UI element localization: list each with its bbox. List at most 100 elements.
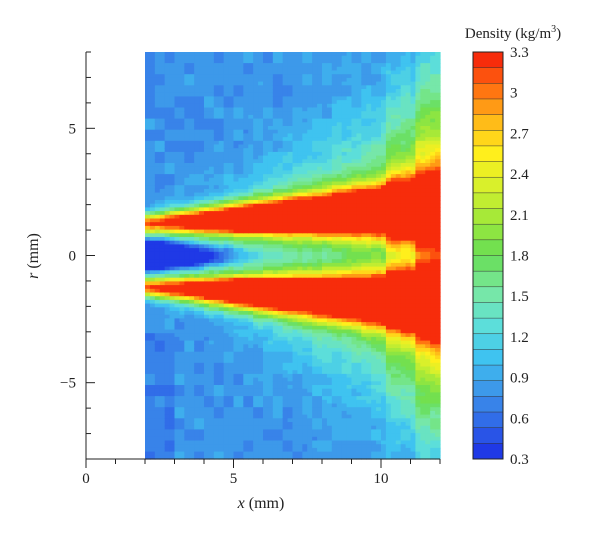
contour-cell bbox=[272, 455, 279, 460]
contour-cell bbox=[297, 92, 303, 97]
contour-cell bbox=[287, 422, 294, 427]
contour-cell bbox=[307, 292, 313, 297]
contour-cell bbox=[248, 251, 254, 257]
contour-cell bbox=[213, 340, 220, 345]
contour-cell bbox=[346, 107, 353, 112]
contour-cell bbox=[258, 433, 264, 438]
contour-cell bbox=[208, 410, 215, 416]
contour-cell bbox=[346, 259, 353, 264]
contour-cell bbox=[213, 277, 220, 282]
contour-cell bbox=[228, 133, 235, 138]
contour-cell bbox=[248, 237, 254, 242]
contour-cell bbox=[149, 296, 156, 301]
contour-cell bbox=[159, 237, 166, 242]
contour-cell bbox=[351, 385, 358, 390]
contour-cell bbox=[331, 366, 338, 371]
contour-cell bbox=[287, 303, 294, 308]
contour-cell bbox=[169, 440, 176, 445]
contour-cell bbox=[164, 325, 171, 331]
contour-cell bbox=[243, 122, 249, 127]
contour-cell bbox=[282, 407, 289, 412]
contour-cell bbox=[199, 133, 205, 138]
contour-cell bbox=[238, 381, 244, 386]
contour-cell bbox=[322, 229, 328, 234]
contour-cell bbox=[208, 66, 215, 72]
contour-cell bbox=[149, 399, 156, 405]
contour-cell bbox=[263, 89, 269, 94]
contour-cell bbox=[243, 148, 249, 153]
contour-cell bbox=[292, 447, 299, 453]
contour-cell bbox=[233, 103, 240, 109]
contour-cell bbox=[199, 436, 205, 442]
contour-cell bbox=[233, 118, 240, 123]
contour-cell bbox=[228, 225, 235, 231]
contour-cell bbox=[179, 137, 185, 142]
contour-cell bbox=[253, 207, 259, 212]
contour-cell bbox=[233, 392, 240, 397]
contour-cell bbox=[233, 447, 240, 453]
contour-cell bbox=[238, 140, 244, 146]
contour-cell bbox=[258, 292, 264, 297]
contour-cell bbox=[174, 89, 181, 94]
contour-cell bbox=[331, 207, 338, 212]
contour-cell bbox=[218, 92, 225, 97]
contour-cell bbox=[223, 440, 230, 445]
contour-cell bbox=[292, 118, 299, 123]
contour-cell bbox=[218, 440, 225, 445]
contour-cell bbox=[208, 148, 215, 153]
contour-cell bbox=[258, 163, 264, 168]
contour-cell bbox=[194, 203, 200, 208]
contour-cell bbox=[174, 407, 181, 412]
contour-cell bbox=[346, 325, 353, 331]
contour-cell bbox=[258, 425, 264, 430]
contour-cell bbox=[326, 74, 333, 79]
contour-cell bbox=[243, 333, 249, 338]
contour-cell bbox=[184, 92, 190, 97]
contour-cell bbox=[302, 366, 308, 371]
contour-cell bbox=[282, 122, 289, 127]
contour-cell bbox=[326, 148, 333, 153]
contour-cell bbox=[174, 351, 181, 356]
contour-cell bbox=[228, 318, 235, 323]
contour-cell bbox=[263, 351, 269, 356]
contour-cell bbox=[159, 55, 166, 60]
contour-cell bbox=[322, 422, 328, 427]
contour-cell bbox=[346, 92, 353, 97]
contour-cell bbox=[164, 188, 171, 194]
contour-cell bbox=[282, 362, 289, 368]
contour-cell bbox=[331, 388, 338, 393]
contour-cell bbox=[184, 377, 190, 382]
contour-cell bbox=[336, 399, 343, 405]
contour-cell bbox=[302, 55, 308, 60]
contour-cell bbox=[218, 355, 225, 360]
contour-cell bbox=[149, 200, 156, 205]
contour-cell bbox=[312, 225, 318, 231]
contour-cell bbox=[351, 77, 358, 83]
contour-cell bbox=[194, 388, 200, 393]
contour-cell bbox=[307, 348, 313, 353]
contour-cell bbox=[272, 70, 279, 75]
contour-cell bbox=[184, 344, 190, 349]
contour-cell bbox=[263, 318, 269, 323]
contour-cell bbox=[267, 444, 274, 449]
contour-cell bbox=[341, 52, 348, 57]
contour-cell bbox=[208, 211, 215, 216]
contour-cell bbox=[228, 403, 235, 408]
contour-cell bbox=[297, 66, 303, 72]
contour-cell bbox=[326, 63, 333, 68]
contour-cell bbox=[213, 440, 220, 445]
contour-cell bbox=[326, 451, 333, 456]
contour-cell bbox=[145, 322, 151, 327]
contour-cell bbox=[164, 299, 171, 305]
contour-cell bbox=[277, 325, 284, 331]
contour-cell bbox=[356, 100, 362, 105]
contour-cell bbox=[361, 59, 367, 64]
contour-cell bbox=[184, 111, 190, 116]
contour-cell bbox=[341, 55, 348, 60]
contour-cell bbox=[174, 255, 181, 260]
contour-cell bbox=[307, 129, 313, 134]
contour-cell bbox=[282, 211, 289, 216]
contour-cell bbox=[223, 318, 230, 323]
contour-cell bbox=[361, 52, 367, 57]
contour-cell bbox=[184, 255, 190, 260]
